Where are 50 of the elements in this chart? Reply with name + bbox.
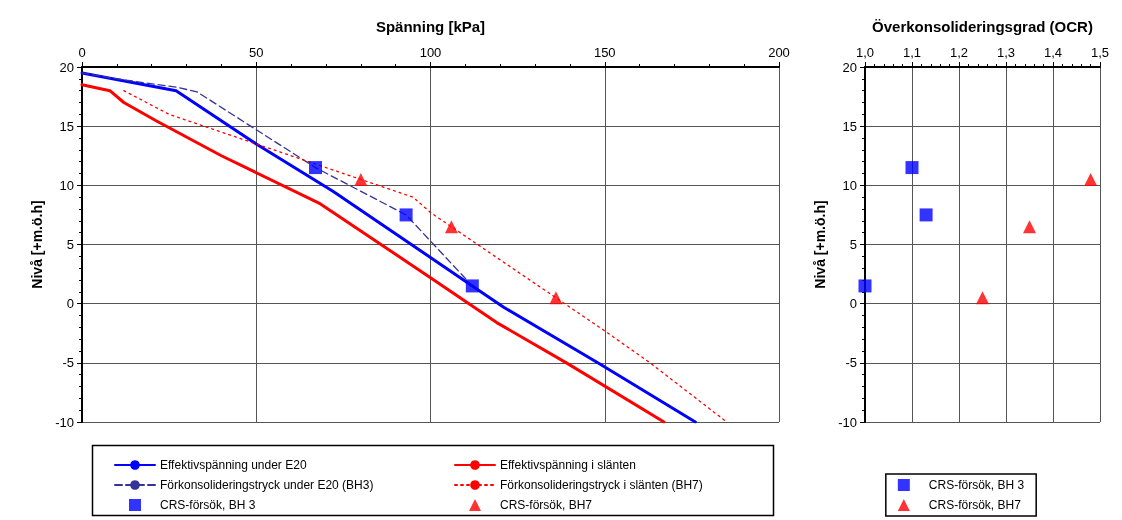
x-tick-label: 100	[419, 45, 442, 60]
point	[399, 208, 413, 222]
y-tick-label: 5	[849, 237, 857, 252]
point	[905, 161, 919, 175]
point	[465, 279, 479, 293]
x-tick-label: 200	[768, 45, 790, 60]
point	[444, 220, 458, 234]
y-tick-label: -5	[845, 355, 857, 371]
line-series	[123, 90, 728, 423]
x-tick-label: 150	[593, 45, 616, 60]
x-axis-title: Överkonsolideringsgrad (OCR)	[872, 18, 1093, 35]
point	[1084, 172, 1098, 186]
y-tick-label: 20	[842, 59, 857, 75]
legend-label: CRS-försök, BH 3	[160, 498, 256, 512]
x-tick-label: 1,2	[949, 45, 969, 60]
x-tick-label: 1,5	[1090, 45, 1110, 60]
point	[919, 208, 933, 222]
y-tick-label: 15	[59, 118, 74, 134]
point	[858, 279, 872, 293]
legend-label: Förkonsolideringstryck i slänten (BH7)	[500, 478, 703, 492]
legend-label: Effektivspänning i slänten	[500, 458, 636, 472]
y-tick-label: 10	[842, 177, 857, 193]
x-axis-title: Spänning [kPa]	[375, 18, 486, 35]
y-tick-label: 0	[66, 296, 74, 312]
y-tick-label: 0	[849, 296, 857, 312]
point	[976, 291, 989, 305]
y-axis-title: Nivå [+m.ö.h]	[812, 200, 828, 289]
legend-label: Förkonsolideringstryck under E20 (BH3)	[160, 478, 374, 492]
x-tick-label: 1,3	[996, 45, 1016, 60]
y-tick-label: -10	[838, 414, 857, 430]
y-tick-label: 20	[59, 59, 74, 75]
x-tick-label: 1,4	[1043, 45, 1063, 60]
y-tick-label: 10	[59, 177, 74, 193]
point	[354, 172, 368, 186]
y-tick-label: 15	[842, 118, 857, 134]
y-axis-title: Nivå [+m.ö.h]	[29, 200, 45, 289]
legend-label: CRS-försök, BH7	[928, 498, 1022, 512]
x-tick-label: 50	[249, 45, 264, 60]
y-tick-label: -10	[55, 414, 74, 430]
x-tick-label: 1,1	[902, 45, 922, 60]
y-tick-label: -5	[62, 355, 74, 371]
y-tick-label: 5	[66, 237, 74, 252]
point	[549, 291, 563, 305]
x-tick-label: 1,0	[855, 45, 875, 60]
point	[1023, 220, 1036, 234]
legend-label: CRS-försök, BH7	[500, 498, 593, 512]
legend-label: Effektivspänning under E20	[160, 458, 307, 472]
point	[308, 161, 322, 175]
legend-label: CRS-försök, BH 3	[928, 478, 1025, 492]
x-tick-label: 0	[78, 45, 86, 60]
